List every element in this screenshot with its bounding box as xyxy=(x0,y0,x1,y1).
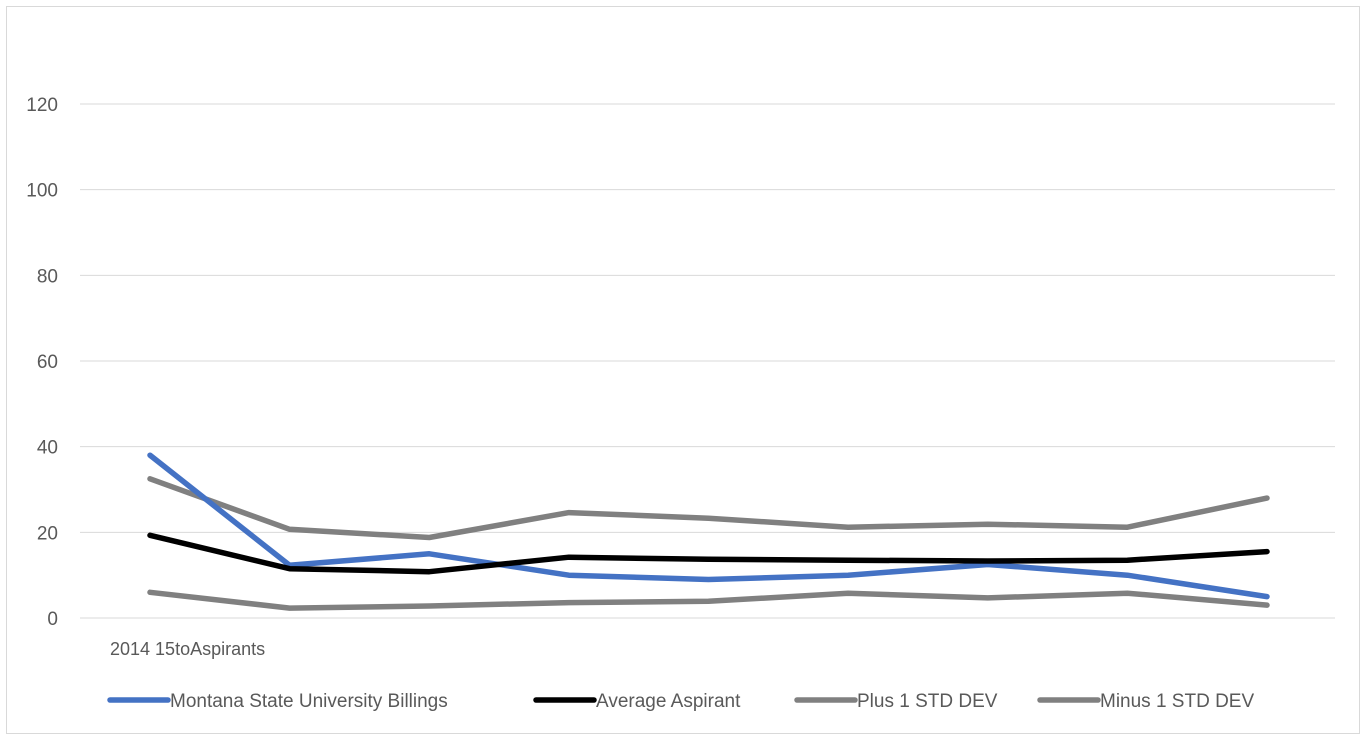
x-tick-label: 2014 15toAspirants xyxy=(110,639,265,659)
series-line-2 xyxy=(147,532,1270,575)
y-tick-label: 100 xyxy=(26,181,58,202)
legend-label: Average Aspirant xyxy=(596,691,741,712)
gridlines xyxy=(80,103,1335,619)
chart-area xyxy=(6,6,1360,734)
y-tick-label: 120 xyxy=(26,95,58,116)
legend-label: Montana State University Billings xyxy=(170,691,448,712)
series-line-3 xyxy=(147,476,1270,541)
legend-label: Minus 1 STD DEV xyxy=(1100,691,1254,712)
y-tick-label: 60 xyxy=(37,352,58,373)
series-line-1 xyxy=(147,452,1270,600)
y-axis: 0 20 40 60 80 100 120 xyxy=(26,95,58,630)
x-axis: 2014 15toAspirants xyxy=(110,639,265,659)
y-tick-label: 20 xyxy=(37,523,58,544)
legend-label: Plus 1 STD DEV xyxy=(857,691,998,712)
series-lines xyxy=(147,452,1270,611)
y-tick-label: 80 xyxy=(37,266,58,287)
series-line-4 xyxy=(147,589,1270,611)
y-tick-label: 0 xyxy=(47,609,58,630)
y-tick-label: 40 xyxy=(37,438,58,459)
legend: Montana State University Billings Average… xyxy=(107,691,1254,712)
